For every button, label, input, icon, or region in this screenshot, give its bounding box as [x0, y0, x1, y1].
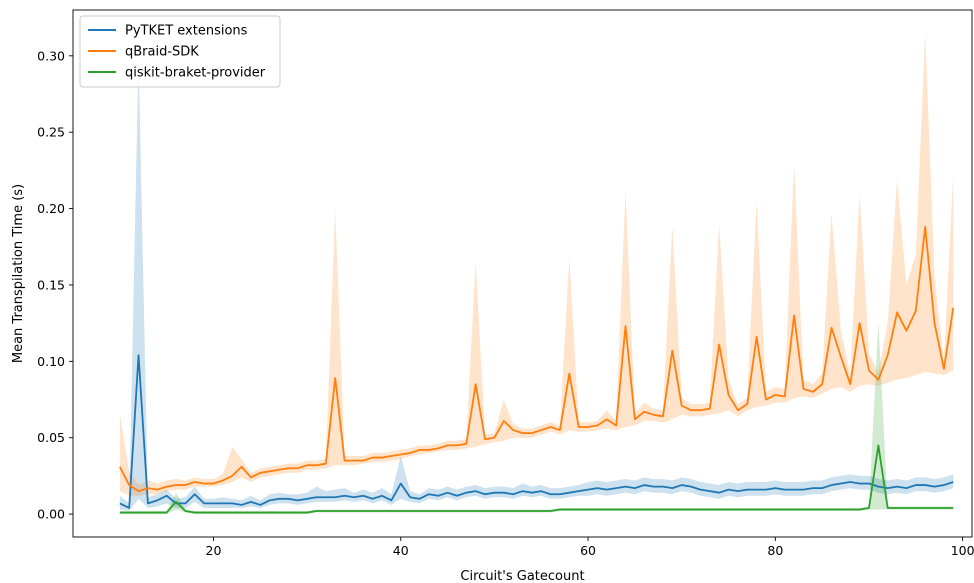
confidence-bands [119, 32, 954, 515]
y-tick-label: 0.15 [37, 277, 65, 292]
x-tick-label: 20 [206, 543, 222, 558]
y-tick-label: 0.30 [37, 48, 65, 63]
x-axis-label: Circuit's Gatecount [460, 569, 584, 583]
series-lines [119, 226, 955, 514]
x-axis-ticks: 20 40 60 80 100 [206, 537, 974, 558]
qiskit-braket-provider-line [119, 444, 954, 514]
pytket-extensions-line [119, 354, 954, 509]
y-axis-label: Mean Transpilation Time (s) [11, 184, 26, 363]
y-tick-label: 0.20 [37, 201, 65, 216]
y-tick-label: 0.10 [37, 354, 65, 369]
x-tick-label: 60 [580, 543, 596, 558]
legend-box [79, 15, 281, 88]
legend: PyTKET extensions qBraid-SDK qiskit-braket… [79, 15, 281, 88]
pytket-extensions-legend-label: PyTKET extensions [125, 24, 248, 39]
qbraid-sdk-line [119, 226, 955, 493]
y-axis-ticks: 0.00 0.05 0.10 0.15 0.20 0.25 0.30 [37, 48, 73, 522]
qiskit-braket-provider-legend-label: qiskit-braket-provider [125, 66, 266, 81]
plot-area-frame [72, 9, 973, 538]
qiskit-braket-provider-band [119, 321, 954, 515]
x-tick-label: 40 [393, 543, 409, 558]
qbraid-sdk-legend-label: qBraid-SDK [125, 45, 199, 60]
y-tick-label: 0.00 [37, 507, 65, 522]
x-tick-label: 100 [951, 543, 974, 558]
qbraid-sdk-band [119, 32, 954, 496]
y-tick-label: 0.05 [37, 430, 65, 445]
x-tick-label: 80 [767, 543, 783, 558]
y-tick-label: 0.25 [37, 125, 65, 140]
